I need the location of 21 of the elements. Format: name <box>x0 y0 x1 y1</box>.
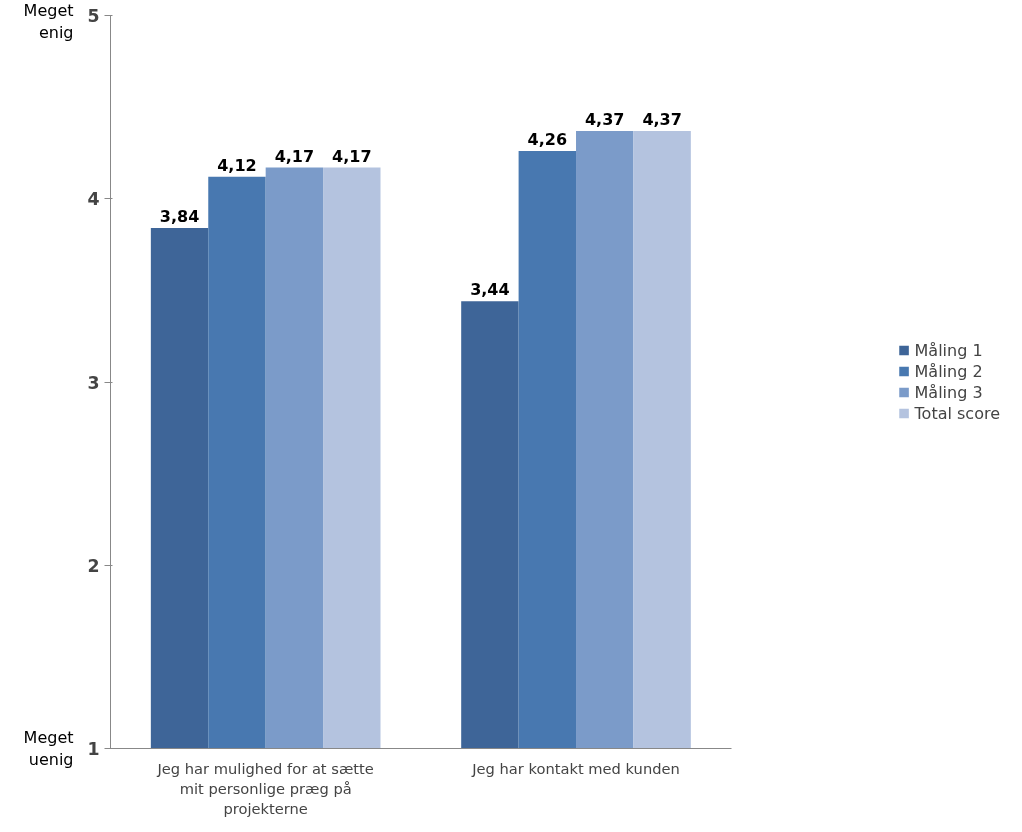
x-tick-label: Jeg har kontakt med kunden <box>471 759 680 777</box>
legend-label: Total score <box>914 403 1000 423</box>
text: Meget uenig <box>23 727 74 770</box>
legend-label: Måling 2 <box>914 361 983 381</box>
y-tick-label: 5 <box>87 6 100 26</box>
text: Meget enig <box>23 0 74 43</box>
data-label: 4,37 <box>584 109 625 129</box>
y-tick-label: 4 <box>87 189 100 210</box>
data-label: 4,12 <box>217 155 257 175</box>
data-label: 4,26 <box>527 130 568 150</box>
x-tick-label: Jeg har mulighed for at sætte mit personlige præg på projekterne <box>156 759 374 818</box>
y-tick-label: 3 <box>87 372 100 393</box>
data-label: 4,17 <box>274 146 315 166</box>
data-label: 3,44 <box>470 280 510 300</box>
legend-label: Måling 1 <box>914 340 983 360</box>
data-label: 4,17 <box>332 146 372 166</box>
data-label: 3,84 <box>159 207 200 227</box>
legend-label: Måling 3 <box>914 382 983 402</box>
y-tick-label: 1 <box>87 739 100 759</box>
y-tick-label: 2 <box>87 555 100 576</box>
data-label: 4,37 <box>642 109 682 129</box>
